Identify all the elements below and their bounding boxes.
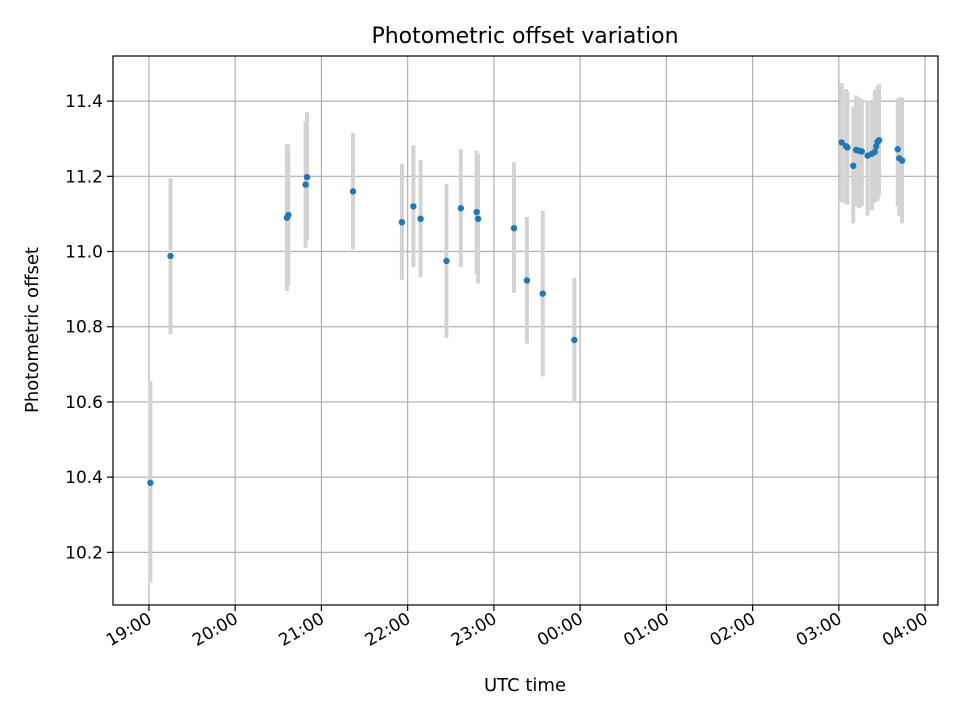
y-tick-label: 11.2 bbox=[65, 167, 103, 187]
data-point bbox=[474, 215, 482, 223]
data-point bbox=[457, 205, 465, 212]
data-point bbox=[858, 148, 866, 155]
data-point bbox=[875, 137, 883, 144]
data-point bbox=[285, 211, 292, 219]
x-tick-label: 03:00 bbox=[793, 609, 845, 651]
data-point bbox=[417, 215, 424, 223]
data-point bbox=[539, 290, 546, 297]
data-point bbox=[571, 336, 578, 344]
y-tick-label: 10.4 bbox=[65, 468, 103, 488]
data-point bbox=[473, 208, 480, 216]
y-tick-label: 10.6 bbox=[65, 393, 103, 413]
x-tick-label: 19:00 bbox=[103, 609, 155, 651]
x-tick-label: 20:00 bbox=[189, 609, 241, 651]
data-point bbox=[871, 148, 878, 156]
y-axis-label: Photometric offset bbox=[22, 247, 43, 413]
data-point bbox=[302, 181, 309, 188]
data-point bbox=[443, 257, 450, 265]
chart-title: Photometric offset variation bbox=[371, 24, 678, 49]
x-tick-label: 04:00 bbox=[879, 609, 931, 651]
data-point bbox=[303, 173, 311, 181]
x-tick-label: 23:00 bbox=[448, 609, 500, 651]
data-point bbox=[410, 203, 417, 210]
x-tick-label: 21:00 bbox=[275, 609, 327, 651]
x-tick-label: 02:00 bbox=[707, 609, 759, 651]
data-point bbox=[510, 225, 518, 232]
plot-frame bbox=[112, 55, 939, 606]
data-point bbox=[398, 219, 406, 226]
data-point bbox=[147, 479, 154, 486]
data-point bbox=[838, 139, 845, 146]
data-point bbox=[898, 157, 906, 164]
data-point bbox=[167, 252, 174, 260]
data-point bbox=[844, 144, 851, 151]
y-axis: 10.2 10.4 10.6 10.8 11.0 11.2 11.4 bbox=[65, 92, 113, 563]
y-tick-label: 10.2 bbox=[65, 543, 103, 563]
x-tick-label: 22:00 bbox=[362, 609, 414, 651]
data-point bbox=[850, 162, 857, 169]
y-tick-label: 11.4 bbox=[65, 92, 103, 112]
data-point bbox=[894, 146, 901, 153]
data-points bbox=[147, 137, 906, 486]
y-tick-label: 10.8 bbox=[65, 318, 103, 338]
x-axis-label: UTC time bbox=[484, 675, 566, 696]
x-tick-label: 00:00 bbox=[534, 609, 586, 651]
y-tick-label: 11.0 bbox=[65, 243, 103, 263]
data-point bbox=[523, 277, 531, 284]
x-tick-label: 01:00 bbox=[620, 609, 672, 651]
x-axis: 19:00 20:00 21:00 22:00 23:00 00:00 01:00 02:00… bbox=[103, 605, 932, 651]
data-point bbox=[349, 188, 357, 195]
